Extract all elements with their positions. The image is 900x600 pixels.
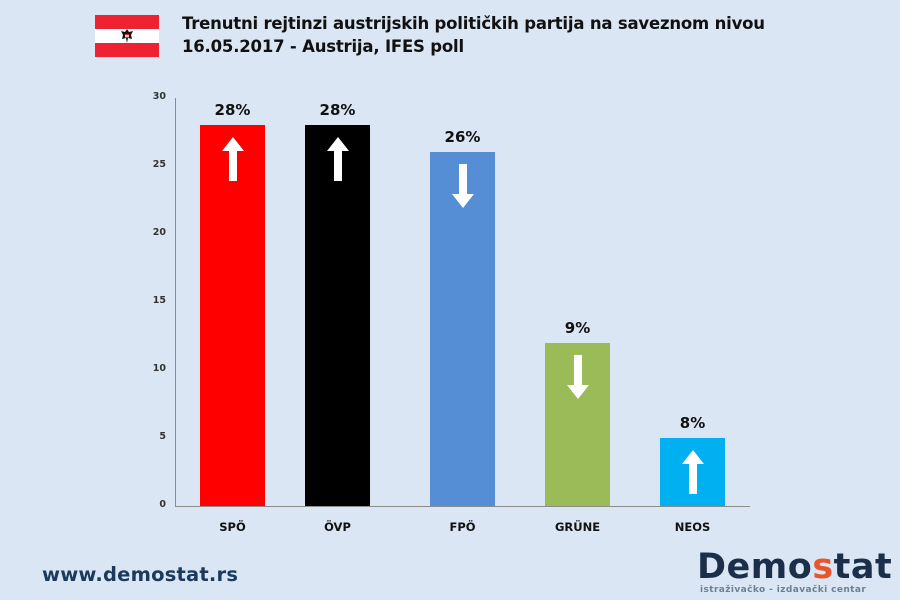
demostat-logo: Demostat istraživačko - izdavački centar — [697, 549, 892, 595]
x-tick-label: ÖVP — [324, 520, 351, 534]
bar-value-label: 28% — [214, 101, 251, 120]
y-tick-label: 10 — [152, 363, 166, 374]
bar-övp — [305, 125, 370, 506]
arrow-down-icon — [566, 354, 589, 399]
bar-value-label: 28% — [319, 101, 356, 120]
chart-title-line1: Trenutni rejtinzi austrijskih političkih… — [182, 14, 765, 33]
arrow-down-icon — [451, 164, 474, 209]
y-tick-label: 25 — [152, 159, 166, 170]
y-axis — [175, 98, 176, 506]
arrow-up-icon — [326, 137, 349, 182]
y-tick-label: 20 — [152, 227, 166, 238]
y-tick-label: 30 — [152, 91, 166, 102]
x-tick-label: GRÜNE — [554, 520, 601, 534]
logo-wordmark: Demostat — [697, 547, 893, 587]
website-link[interactable]: www.demostat.rs — [42, 563, 239, 586]
logo-tagline: istraživačko - izdavački centar — [700, 585, 867, 595]
x-tick-label: SPÖ — [219, 520, 246, 534]
arrow-up-icon — [221, 137, 244, 182]
y-tick-label: 0 — [159, 499, 166, 510]
x-axis — [175, 506, 750, 507]
y-tick-label: 5 — [159, 431, 166, 442]
eagle-emblem-icon — [121, 29, 133, 43]
bar-value-label: 26% — [444, 128, 481, 147]
x-tick-label: FPÖ — [449, 520, 476, 534]
arrow-up-icon — [681, 450, 704, 494]
bar-value-label: 8% — [679, 414, 706, 432]
chart-title-line2: 16.05.2017 - Austrija, IFES poll — [182, 37, 464, 56]
chart-title: Trenutni rejtinzi austrijskih političkih… — [182, 12, 765, 58]
y-tick-label: 15 — [152, 295, 166, 306]
bar-fpö — [430, 152, 495, 506]
bar-value-label: 9% — [564, 318, 591, 337]
austria-flag-icon — [95, 15, 159, 57]
x-tick-label: NEOS — [674, 520, 711, 534]
bar-spö — [200, 125, 265, 506]
